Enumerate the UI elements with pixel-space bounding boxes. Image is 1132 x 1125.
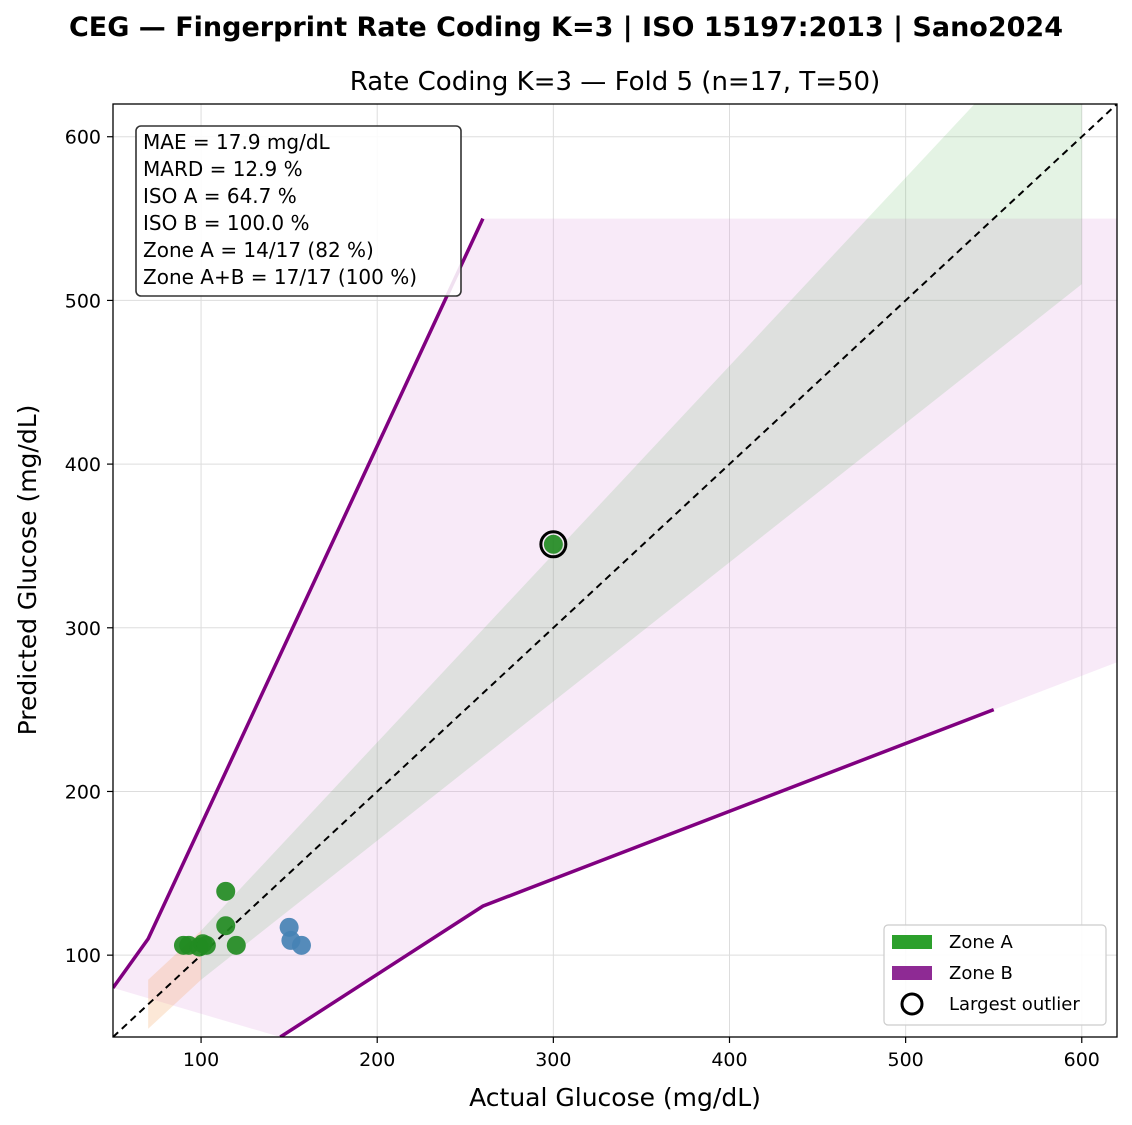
y-axis-ticks: 100 200 300 400 500 600 <box>65 127 113 967</box>
stat-iso-a: ISO A = 64.7 % <box>143 184 297 208</box>
legend-ring-outlier <box>900 992 924 1016</box>
zone-a-point <box>196 935 216 955</box>
y-tick-label: 400 <box>65 454 101 476</box>
legend-swatch-zone-b <box>892 966 932 980</box>
zone-a-point <box>216 881 236 901</box>
zone-a-point <box>543 534 563 554</box>
zone-b-lower-boundary <box>279 707 995 1037</box>
stats-box-frame <box>135 125 462 297</box>
zone-a-point <box>216 916 236 936</box>
zone-boundary-lines <box>113 104 1117 1037</box>
stat-iso-b: ISO B = 100.0 % <box>143 211 310 235</box>
stat-zone-a: Zone A = 14/17 (82 %) <box>143 238 374 262</box>
y-tick-label: 300 <box>65 618 101 640</box>
zone-b-fill <box>113 218 1117 1037</box>
legend: Zone A Zone B Largest outlier <box>883 924 1107 1026</box>
figure-suptitle: CEG — Fingerprint Rate Coding K=3 | ISO … <box>69 12 1063 43</box>
y-axis-label: Predicted Glucose (mg/dL) <box>13 405 42 736</box>
x-tick-label: 100 <box>183 1049 219 1071</box>
legend-label-zone-b: Zone B <box>949 963 1013 984</box>
x-tick-label: 300 <box>535 1049 571 1071</box>
x-tick-label: 400 <box>711 1049 747 1071</box>
largest-outlier-ring <box>539 530 568 559</box>
zone-b-upper-boundary <box>113 217 485 989</box>
stat-zone-ab: Zone A+B = 17/17 (100 %) <box>143 265 417 289</box>
stats-box: MAE = 17.9 mg/dL MARD = 12.9 % ISO A = 6… <box>135 125 462 297</box>
y-tick-label: 500 <box>65 290 101 312</box>
stat-mae: MAE = 17.9 mg/dL <box>143 130 331 154</box>
iso-band-fill <box>201 104 1082 980</box>
x-tick-label: 600 <box>1064 1049 1100 1071</box>
legend-label-outlier: Largest outlier <box>949 994 1080 1015</box>
x-tick-label: 200 <box>359 1049 395 1071</box>
x-axis-ticks: 100 200 300 400 500 600 <box>183 1037 1100 1071</box>
axes-frame <box>112 103 1118 1038</box>
y-tick-label: 100 <box>65 945 101 967</box>
zone-b-point <box>291 935 311 955</box>
x-tick-label: 500 <box>887 1049 923 1071</box>
x-axis-label: Actual Glucose (mg/dL) <box>469 1083 761 1112</box>
stat-mard: MARD = 12.9 % <box>143 157 303 181</box>
legend-frame <box>883 924 1107 1026</box>
zone-a-point <box>226 935 246 955</box>
y-tick-label: 200 <box>65 781 101 803</box>
y-tick-label: 600 <box>65 127 101 149</box>
chart-title: Rate Coding K=3 — Fold 5 (n=17, T=50) <box>350 67 880 97</box>
data-points <box>173 530 568 957</box>
identity-line <box>113 104 1117 1037</box>
legend-swatch-zone-a <box>892 935 932 949</box>
legend-label-zone-a: Zone A <box>949 932 1014 953</box>
